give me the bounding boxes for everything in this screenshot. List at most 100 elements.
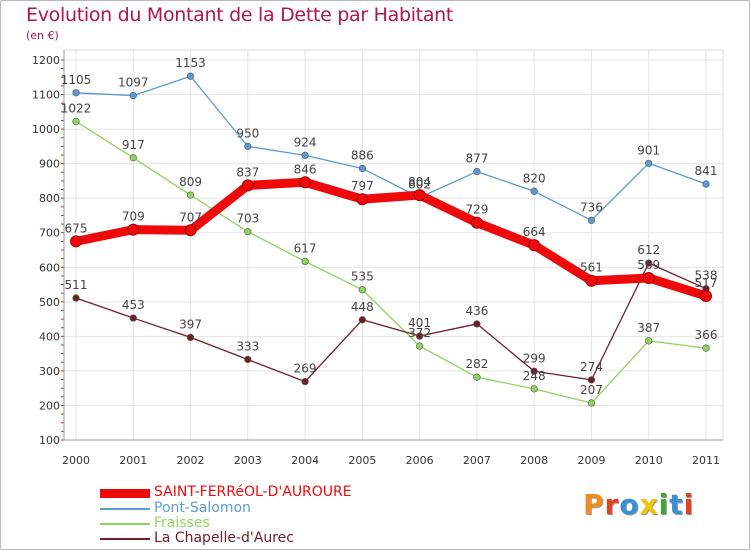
y-tick-label: 400 — [39, 330, 60, 343]
y-tick-label: 700 — [39, 227, 60, 240]
data-point — [473, 167, 481, 176]
data-label: 436 — [465, 304, 488, 318]
x-tick-label: 2007 — [463, 454, 491, 467]
data-label: 797 — [351, 179, 374, 193]
data-point — [700, 289, 712, 302]
data-label: 917 — [122, 138, 145, 152]
data-label: 269 — [294, 362, 317, 376]
data-point — [184, 224, 197, 237]
data-label: 837 — [236, 165, 259, 179]
x-tick-label: 2010 — [635, 454, 663, 467]
axes: 100 200 300 400 500 600 700 800 900 1000 1100 1200 2… — [32, 50, 723, 467]
grid-lines — [63, 49, 724, 441]
data-label: 729 — [465, 203, 488, 217]
data-label: 707 — [179, 210, 202, 224]
chart-subtitle: (en €) — [26, 29, 59, 42]
data-label: 846 — [294, 162, 317, 176]
data-label: 804 — [408, 175, 431, 189]
y-tick-label: 900 — [39, 158, 60, 171]
data-point — [358, 164, 366, 173]
data-point — [129, 314, 137, 322]
data-point — [416, 342, 424, 350]
data-point — [244, 142, 252, 150]
data-label: 401 — [408, 316, 431, 330]
data-point — [645, 159, 653, 167]
logo-letter: o — [619, 488, 640, 521]
data-label: 366 — [695, 328, 718, 342]
data-point — [244, 355, 252, 364]
legend-label: SAINT-FERRéOL-D'AUROURE — [154, 484, 352, 500]
y-tick-label: 500 — [39, 296, 60, 309]
x-tick-label: 2008 — [520, 454, 548, 467]
data-label: 299 — [523, 351, 546, 365]
x-tick-label: 2002 — [177, 454, 205, 467]
data-label: 841 — [695, 164, 718, 178]
series-line — [71, 177, 711, 301]
legend-label: La Chapelle-d'Aurec — [154, 530, 294, 546]
legend-swatch — [100, 523, 150, 525]
legend-swatch — [100, 538, 150, 540]
series-line — [75, 120, 707, 404]
data-label: 736 — [580, 200, 603, 214]
data-point — [72, 294, 80, 302]
chart-title: Evolution du Montant de la Dette par Hab… — [26, 4, 454, 26]
data-label: 569 — [637, 258, 660, 272]
y-tick-label: 800 — [39, 192, 60, 205]
data-label: 538 — [695, 269, 718, 283]
data-label: 802 — [408, 177, 431, 191]
data-point — [72, 89, 80, 97]
data-point — [356, 193, 369, 206]
data-point — [530, 187, 538, 195]
data-point — [416, 332, 424, 340]
data-label: 617 — [294, 241, 317, 255]
x-tick-label: 2006 — [406, 454, 434, 467]
series-line — [75, 75, 707, 221]
data-point — [129, 154, 137, 162]
data-label: 397 — [179, 317, 202, 331]
data-label: 333 — [236, 340, 259, 354]
legend-label: Pont-Salomon — [154, 500, 251, 516]
data-label: 282 — [465, 357, 488, 371]
series-lines — [70, 72, 712, 407]
data-label: 517 — [695, 276, 718, 290]
data-label: 448 — [351, 300, 374, 314]
data-point — [301, 257, 309, 266]
y-tick-label: 1200 — [32, 54, 60, 67]
data-label: 703 — [236, 212, 259, 226]
data-label: 612 — [637, 243, 660, 257]
legend-swatch — [100, 508, 150, 510]
data-point — [642, 271, 655, 284]
data-label: 453 — [122, 298, 145, 312]
data-label: 387 — [637, 321, 660, 335]
data-point — [299, 176, 312, 189]
data-label: 535 — [351, 270, 374, 284]
data-point — [127, 223, 140, 236]
data-point — [241, 179, 254, 192]
data-point — [530, 367, 538, 375]
data-label: 1105 — [61, 73, 92, 87]
legend-label: Fraisses — [154, 515, 210, 531]
data-point — [470, 216, 483, 229]
data-point — [587, 216, 596, 224]
data-point — [358, 316, 366, 324]
data-labels: 1105 1097 1153 950 924 886 802 877 820 736 901 841 1… — [61, 56, 718, 397]
data-label: 664 — [523, 225, 546, 239]
x-tick-label: 2005 — [348, 454, 376, 467]
x-tick-label: 2009 — [577, 454, 605, 467]
data-label: 1022 — [61, 101, 92, 115]
x-tick-label: 2011 — [692, 454, 720, 467]
data-label: 820 — [523, 171, 546, 185]
data-label: 274 — [580, 360, 603, 374]
y-tick-label: 100 — [39, 434, 60, 447]
data-point — [186, 333, 195, 342]
data-label: 924 — [294, 135, 317, 149]
logo-letter: t — [669, 488, 684, 521]
data-point — [129, 91, 137, 100]
logo-letter: r — [604, 488, 620, 521]
data-point — [528, 239, 541, 252]
data-label: 809 — [179, 175, 202, 189]
logo-letter: i — [683, 488, 695, 521]
data-label: 886 — [351, 148, 374, 162]
logo-letter: i — [658, 488, 670, 521]
data-point — [587, 399, 596, 407]
